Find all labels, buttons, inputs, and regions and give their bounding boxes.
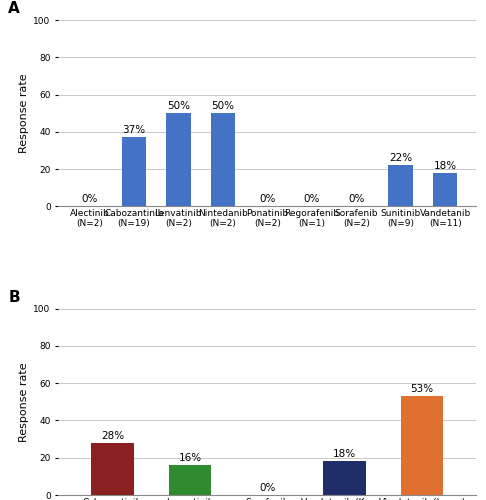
Text: 37%: 37% [122,125,145,135]
Text: 18%: 18% [434,160,457,170]
Bar [401,396,443,495]
Bar [122,138,146,206]
Bar [166,113,191,206]
Text: 50%: 50% [167,101,190,111]
Text: 0%: 0% [348,194,364,204]
Text: 0%: 0% [304,194,320,204]
Y-axis label: Response rate: Response rate [19,74,29,153]
Text: 0%: 0% [259,194,276,204]
Text: 50%: 50% [211,101,234,111]
Y-axis label: Response rate: Response rate [19,362,29,442]
Bar [323,462,366,495]
Bar [388,166,413,206]
Bar [169,465,211,495]
Bar [91,443,134,495]
Text: 22%: 22% [389,153,412,163]
Text: 16%: 16% [178,453,202,463]
Bar [210,113,235,206]
Text: 53%: 53% [411,384,434,394]
Text: 0%: 0% [81,194,98,204]
Text: 18%: 18% [333,449,356,459]
Text: B: B [8,290,20,305]
Text: 28%: 28% [101,430,124,440]
Bar [433,172,457,206]
Text: 0%: 0% [259,483,276,493]
Text: A: A [8,2,20,16]
